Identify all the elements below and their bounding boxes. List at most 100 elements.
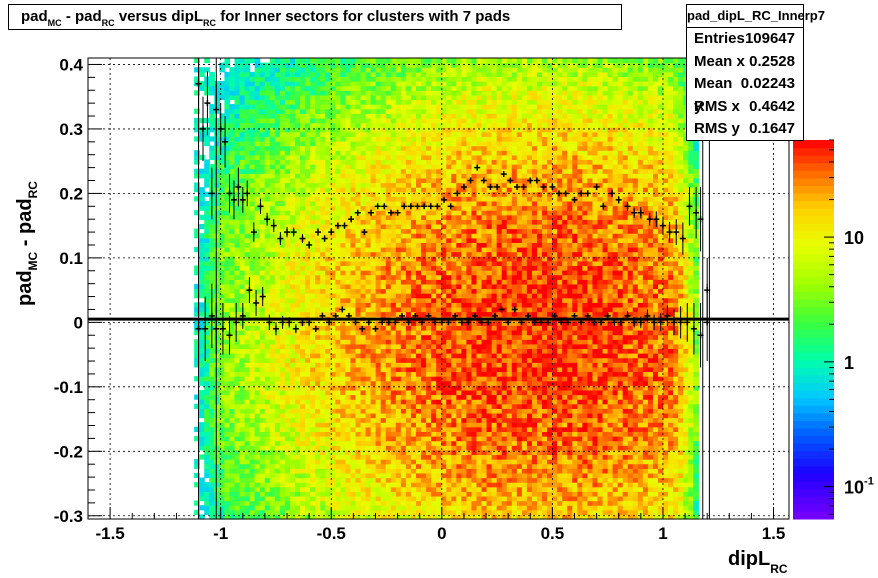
heatmap-cell [421, 371, 427, 377]
heatmap-cell [214, 99, 220, 105]
heatmap-cell [204, 491, 210, 497]
heatmap-cell [264, 265, 271, 271]
heatmap-cell [259, 348, 266, 354]
heatmap-cell [325, 58, 331, 64]
heatmap-cell [310, 145, 316, 151]
heatmap-cell [340, 454, 347, 460]
heatmap-cell [451, 477, 457, 483]
heatmap-cell [436, 145, 442, 151]
heatmap-cell [234, 182, 241, 188]
heatmap-cell [204, 505, 210, 511]
heatmap-cell [380, 131, 387, 137]
heatmap-cell [390, 71, 397, 78]
heatmap-cell [335, 62, 341, 68]
heatmap-cell [264, 117, 271, 124]
heatmap-cell [279, 214, 286, 220]
heatmap-cell [345, 265, 352, 271]
heatmap-cell [431, 108, 437, 114]
heatmap-cell [441, 145, 447, 151]
heatmap-cell [300, 357, 306, 363]
heatmap-cell [300, 210, 306, 216]
heatmap-cell [390, 445, 397, 451]
heatmap-cell [436, 117, 442, 124]
heatmap-cell [360, 362, 367, 368]
heatmap-cell [254, 329, 261, 336]
heatmap-cell [446, 150, 452, 156]
heatmap-cell [249, 371, 256, 377]
heatmap-cell [294, 99, 301, 105]
heatmap-cell [269, 343, 276, 350]
heatmap-cell [254, 343, 261, 350]
heatmap-cell [325, 247, 331, 253]
heatmap-cell [305, 293, 311, 299]
heatmap-cell [305, 71, 311, 78]
heatmap-cell [436, 58, 442, 64]
heatmap-cell [330, 293, 336, 299]
heatmap-cell [315, 422, 321, 428]
heatmap-cell [209, 482, 215, 488]
heatmap-cell [320, 223, 326, 230]
heatmap-cell [199, 334, 205, 340]
heatmap-cell [340, 486, 347, 492]
heatmap-cell [395, 122, 402, 128]
heatmap-cell [214, 459, 220, 465]
heatmap-cell [315, 260, 321, 267]
heatmap-cell [426, 412, 432, 419]
heatmap-cell [355, 454, 362, 460]
heatmap-cell [400, 145, 407, 151]
heatmap-cell [421, 283, 427, 290]
heatmap-cell [264, 459, 271, 465]
heatmap-cell [325, 210, 331, 216]
heatmap-cell [385, 399, 392, 405]
heatmap-cell [426, 113, 432, 119]
heatmap-cell [375, 302, 382, 308]
heatmap-cell [254, 468, 261, 474]
heatmap-cell [415, 412, 422, 419]
heatmap-cell [254, 325, 261, 331]
heatmap-cell [335, 302, 341, 308]
heatmap-cell [421, 104, 427, 110]
heatmap-cell [446, 306, 452, 313]
heatmap-cell [229, 426, 236, 433]
heatmap-cell [229, 104, 236, 110]
heatmap-cell [294, 366, 301, 373]
heatmap-cell [289, 509, 296, 515]
heatmap-cell [390, 389, 397, 396]
heatmap-cell [345, 117, 352, 124]
heatmap-cell [385, 408, 392, 414]
heatmap-cell [360, 449, 367, 456]
heatmap-cell [426, 389, 432, 396]
heatmap-cell [214, 140, 220, 147]
heatmap-cell [360, 343, 367, 350]
heatmap-cell [441, 265, 447, 271]
heatmap-cell [269, 260, 276, 267]
heatmap-cell [199, 445, 205, 451]
heatmap-cell [436, 468, 442, 474]
heatmap-cell [224, 440, 231, 446]
heatmap-cell [385, 440, 392, 446]
heatmap-cell [244, 122, 251, 128]
heatmap-cell [234, 482, 241, 488]
heatmap-cell [431, 154, 437, 161]
heatmap-cell [380, 362, 387, 368]
heatmap-cell [234, 117, 241, 124]
heatmap-cell [415, 325, 422, 331]
heatmap-cell [259, 136, 266, 142]
heatmap-cell [199, 371, 205, 377]
heatmap-cell [310, 210, 316, 216]
heatmap-cell [380, 99, 387, 105]
heatmap-cell [264, 260, 271, 267]
heatmap-cell [426, 187, 432, 193]
heatmap-cell [219, 182, 225, 188]
heatmap-cell [400, 320, 407, 326]
heatmap-cell [259, 385, 266, 391]
heatmap-cell [415, 334, 422, 340]
heatmap-cell [330, 403, 336, 409]
heatmap-cell [436, 108, 442, 114]
heatmap-cell [244, 219, 251, 225]
heatmap-cell [350, 445, 357, 451]
heatmap-cell [279, 191, 286, 197]
heatmap-cell [350, 454, 357, 460]
heatmap-cell [446, 509, 452, 515]
heatmap-cell [249, 288, 256, 294]
